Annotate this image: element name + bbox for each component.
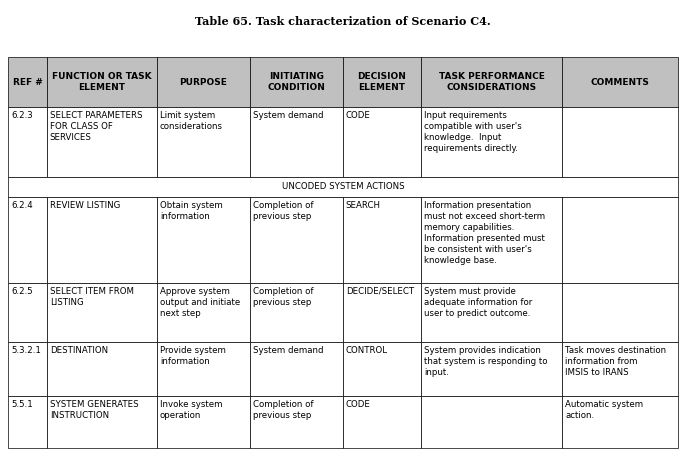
Bar bbox=[343, 107, 421, 177]
Text: SEARCH: SEARCH bbox=[346, 201, 381, 210]
Bar bbox=[157, 197, 250, 283]
Text: UNCODED SYSTEM ACTIONS: UNCODED SYSTEM ACTIONS bbox=[282, 182, 404, 191]
Text: Table 65. Task characterization of Scenario C4.: Table 65. Task characterization of Scena… bbox=[195, 16, 491, 27]
Bar bbox=[563, 342, 678, 397]
Bar bbox=[343, 283, 421, 342]
Bar bbox=[250, 397, 343, 448]
Text: 5.3.2.1: 5.3.2.1 bbox=[11, 346, 41, 355]
Text: Information presentation
must not exceed short-term
memory capabilities.
Informa: Information presentation must not exceed… bbox=[424, 201, 545, 265]
Bar bbox=[157, 57, 250, 107]
Bar bbox=[8, 177, 678, 197]
Text: TASK PERFORMANCE
CONSIDERATIONS: TASK PERFORMANCE CONSIDERATIONS bbox=[439, 72, 545, 92]
Text: Input requirements
compatible with user's
knowledge.  Input
requirements directl: Input requirements compatible with user'… bbox=[424, 111, 521, 153]
Text: System demand: System demand bbox=[252, 346, 323, 355]
Bar bbox=[250, 107, 343, 177]
Text: SELECT ITEM FROM
LISTING: SELECT ITEM FROM LISTING bbox=[49, 286, 134, 307]
Bar bbox=[47, 342, 157, 397]
Text: Limit system
considerations: Limit system considerations bbox=[160, 111, 223, 131]
Bar bbox=[8, 397, 47, 448]
Text: Completion of
previous step: Completion of previous step bbox=[252, 400, 314, 420]
Text: Task moves destination
information from
IMSIS to IRANS: Task moves destination information from … bbox=[565, 346, 666, 377]
Bar bbox=[47, 397, 157, 448]
Bar bbox=[250, 283, 343, 342]
Text: Completion of
previous step: Completion of previous step bbox=[252, 201, 314, 221]
Bar bbox=[421, 397, 563, 448]
Bar bbox=[421, 342, 563, 397]
Text: COMMENTS: COMMENTS bbox=[591, 78, 650, 87]
Bar bbox=[421, 107, 563, 177]
Text: Completion of
previous step: Completion of previous step bbox=[252, 286, 314, 307]
Bar bbox=[343, 57, 421, 107]
Text: CODE: CODE bbox=[346, 400, 370, 409]
Bar bbox=[47, 107, 157, 177]
Bar bbox=[250, 197, 343, 283]
Text: DESTINATION: DESTINATION bbox=[49, 346, 108, 355]
Bar bbox=[157, 397, 250, 448]
Bar bbox=[8, 57, 47, 107]
Bar bbox=[343, 197, 421, 283]
Text: 6.2.3: 6.2.3 bbox=[11, 111, 33, 120]
Bar bbox=[250, 57, 343, 107]
Text: Obtain system
information: Obtain system information bbox=[160, 201, 222, 221]
Bar bbox=[421, 57, 563, 107]
Bar bbox=[47, 57, 157, 107]
Text: INITIATING
CONDITION: INITIATING CONDITION bbox=[268, 72, 325, 92]
Text: SYSTEM GENERATES
INSTRUCTION: SYSTEM GENERATES INSTRUCTION bbox=[49, 400, 139, 420]
Text: SELECT PARAMETERS
FOR CLASS OF
SERVICES: SELECT PARAMETERS FOR CLASS OF SERVICES bbox=[49, 111, 142, 142]
Text: CONTROL: CONTROL bbox=[346, 346, 388, 355]
Bar bbox=[250, 342, 343, 397]
Bar bbox=[8, 107, 47, 177]
Bar bbox=[157, 342, 250, 397]
Text: Invoke system
operation: Invoke system operation bbox=[160, 400, 222, 420]
Bar bbox=[563, 197, 678, 283]
Text: REVIEW LISTING: REVIEW LISTING bbox=[49, 201, 120, 210]
Bar bbox=[343, 397, 421, 448]
Text: Provide system
information: Provide system information bbox=[160, 346, 226, 366]
Text: PURPOSE: PURPOSE bbox=[180, 78, 228, 87]
Bar bbox=[563, 283, 678, 342]
Bar bbox=[563, 397, 678, 448]
Bar bbox=[8, 283, 47, 342]
Text: CODE: CODE bbox=[346, 111, 370, 120]
Text: REF #: REF # bbox=[13, 78, 43, 87]
Text: Automatic system
action.: Automatic system action. bbox=[565, 400, 643, 420]
Text: System must provide
adequate information for
user to predict outcome.: System must provide adequate information… bbox=[424, 286, 532, 318]
Text: System provides indication
that system is responding to
input.: System provides indication that system i… bbox=[424, 346, 547, 377]
Bar bbox=[8, 197, 47, 283]
Text: 6.2.5: 6.2.5 bbox=[11, 286, 33, 296]
Text: FUNCTION OR TASK
ELEMENT: FUNCTION OR TASK ELEMENT bbox=[52, 72, 152, 92]
Text: System demand: System demand bbox=[252, 111, 323, 120]
Bar bbox=[8, 342, 47, 397]
Text: Approve system
output and initiate
next step: Approve system output and initiate next … bbox=[160, 286, 240, 318]
Text: DECISION
ELEMENT: DECISION ELEMENT bbox=[357, 72, 407, 92]
Text: DECIDE/SELECT: DECIDE/SELECT bbox=[346, 286, 414, 296]
Bar bbox=[47, 197, 157, 283]
Bar bbox=[421, 197, 563, 283]
Bar bbox=[563, 57, 678, 107]
Bar bbox=[343, 342, 421, 397]
Bar bbox=[157, 107, 250, 177]
Bar bbox=[157, 283, 250, 342]
Bar bbox=[421, 283, 563, 342]
Text: 5.5.1: 5.5.1 bbox=[11, 400, 33, 409]
Bar bbox=[563, 107, 678, 177]
Bar bbox=[47, 283, 157, 342]
Text: 6.2.4: 6.2.4 bbox=[11, 201, 33, 210]
